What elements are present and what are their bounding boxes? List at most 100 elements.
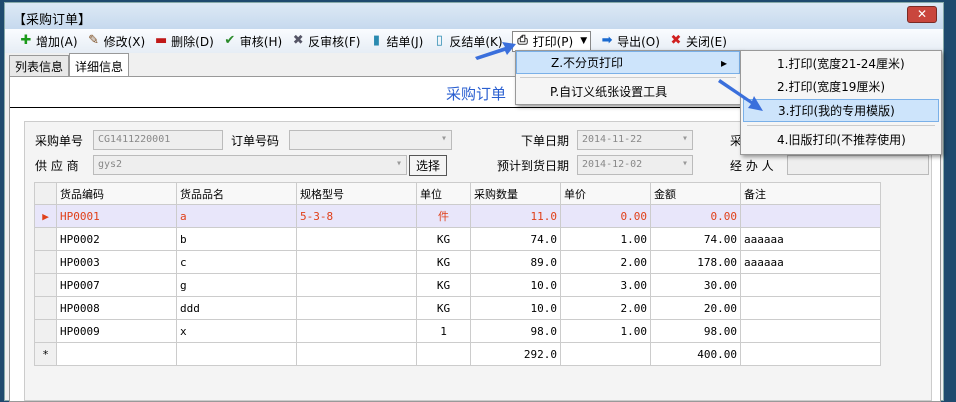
column-header[interactable]: 单价	[560, 182, 651, 205]
grid-cell[interactable]: 89.0	[470, 250, 561, 274]
submenu-print-21-24[interactable]: 1.打印(宽度21-24厘米)	[777, 57, 905, 71]
book-icon: ▮	[372, 33, 381, 48]
table-row[interactable]: HP0002 b KG 74.0 1.00 74.00 aaaaaa	[34, 227, 881, 251]
x-icon: ✖	[292, 33, 304, 48]
supplier-select[interactable]: gys2	[93, 155, 407, 175]
grid-cell	[416, 342, 471, 366]
toolbar: ✚ 增加(A) ✎ 修改(X) ▬ 删除(D) ✔ 审核(H) ✖ 反审核(F) ▮ 结单(J) ▯ 反结…	[5, 29, 943, 53]
grid-header: 货品编码 货品品名 规格型号 单位 采购数量 单价 金额 备注	[34, 182, 881, 205]
column-header[interactable]: 规格型号	[296, 182, 417, 205]
table-row[interactable]: HP0008 ddd KG 10.0 2.00 20.00	[34, 296, 881, 320]
toolbar-button-6[interactable]: ▯ 反结单(K)	[432, 33, 503, 50]
toolbar-button-3[interactable]: ✔ 审核(H)	[223, 33, 282, 50]
close-window-button[interactable]: ✕	[907, 6, 937, 23]
printer-icon: ⎙	[517, 33, 528, 48]
grid-cell[interactable]: x	[176, 319, 297, 343]
column-header[interactable]: 备注	[740, 182, 881, 205]
grid-cell[interactable]: 10.0	[470, 273, 561, 297]
column-header[interactable]: 货品编码	[56, 182, 177, 205]
grid-cell[interactable]: KG	[416, 227, 471, 251]
toolbar-label: 修改(X)	[103, 34, 146, 49]
toolbar-label: 打印(P)	[532, 34, 574, 49]
grid-cell[interactable]: 0.00	[650, 204, 741, 228]
plus-icon: ✚	[20, 33, 32, 48]
buyer-label: 采	[730, 134, 743, 148]
select-supplier-button[interactable]: 选择	[409, 155, 448, 176]
toolbar-button-5[interactable]: ▮ 结单(J)	[369, 33, 423, 50]
column-header[interactable]: 采购数量	[470, 182, 561, 205]
order-code-select[interactable]	[289, 130, 452, 150]
grid-cell	[740, 342, 881, 366]
order-items-grid: 货品编码 货品品名 规格型号 单位 采购数量 单价 金额 备注 ▶ HP0001 a 5-3-8 件 11…	[34, 182, 881, 366]
chevron-down-icon: ▼	[580, 36, 588, 46]
toolbar-button-1[interactable]: ✎ 修改(X)	[87, 33, 146, 50]
handler-label: 经 办 人	[730, 159, 774, 173]
toolbar-button-4[interactable]: ✖ 反审核(F)	[291, 33, 361, 50]
grid-cell[interactable]: g	[176, 273, 297, 297]
print-menu: Z.不分页打印 ▸ P.自订义纸张设置工具	[515, 50, 741, 105]
grid-cell[interactable]: HP0008	[56, 296, 177, 320]
detail-panel: 采购订单 采购单号 CG1411220001 订单号码 下单日期 2014-11…	[9, 76, 941, 402]
grid-cell	[176, 342, 297, 366]
tab-list-info[interactable]: 列表信息	[9, 55, 70, 77]
column-header[interactable]: 货品品名	[176, 182, 297, 205]
grid-cell[interactable]	[740, 204, 881, 228]
toolbar-label: 反审核(F)	[308, 34, 361, 49]
grid-cell[interactable]: HP0009	[56, 319, 177, 343]
order-no-label: 采购单号	[35, 134, 84, 148]
grid-cell[interactable]	[296, 296, 417, 320]
close-circle-icon: ✖	[670, 33, 682, 48]
grid-cell	[560, 342, 651, 366]
edit-icon: ✎	[88, 33, 100, 48]
check-icon: ✔	[224, 33, 236, 48]
order-code-label: 订单号码	[231, 134, 280, 148]
grid-cell[interactable]	[296, 250, 417, 274]
grid-cell[interactable]: aaaaaa	[740, 227, 881, 251]
arrow-right-icon: ➡	[601, 33, 613, 48]
handler-field[interactable]	[787, 155, 929, 175]
toolbar-button-9[interactable]: ✖ 关闭(E)	[669, 33, 726, 50]
submenu-arrow-icon: ▸	[720, 56, 727, 70]
toolbar-button-8[interactable]: ➡ 导出(O)	[600, 33, 660, 50]
submenu-print-19[interactable]: 2.打印(宽度19厘米)	[777, 80, 886, 94]
toolbar-label: 导出(O)	[617, 34, 660, 49]
arrival-date-picker[interactable]: 2014-12-02	[577, 155, 693, 175]
grid-cell[interactable]: 98.0	[470, 319, 561, 343]
book-open-icon: ▯	[435, 33, 443, 48]
row-indicator	[34, 296, 57, 320]
order-date-label: 下单日期	[521, 134, 570, 148]
submenu-print-my-template[interactable]: 3.打印(我的专用模版)	[743, 99, 939, 122]
grid-cell	[296, 342, 417, 366]
form-title: 采购订单	[446, 85, 507, 103]
order-no-field[interactable]: CG1411220001	[93, 130, 223, 150]
toolbar-label: 反结单(K)	[449, 34, 503, 49]
grid-cell[interactable]: 件	[416, 204, 471, 228]
print-submenu: 1.打印(宽度21-24厘米) 2.打印(宽度19厘米) 3.打印(我的专用模版…	[740, 50, 942, 155]
order-form: 采购单号 CG1411220001 订单号码 下单日期 2014-11-22 采…	[24, 121, 932, 401]
grid-cell[interactable]: c	[176, 250, 297, 274]
tab-detail-info[interactable]: 详细信息	[69, 53, 130, 77]
toolbar-label: 审核(H)	[239, 34, 283, 49]
grid-cell[interactable]: HP0001	[56, 204, 177, 228]
grid-cell[interactable]	[740, 319, 881, 343]
menu-item-custom-paper[interactable]: P.自订义纸张设置工具	[550, 85, 668, 99]
order-date-picker[interactable]: 2014-11-22	[577, 130, 693, 150]
supplier-label: 供 应 商	[35, 159, 79, 173]
total-qty: 292.0	[470, 342, 561, 366]
grid-cell[interactable]: 0.00	[560, 204, 651, 228]
grid-cell[interactable]: 178.00	[650, 250, 741, 274]
total-amount: 400.00	[650, 342, 741, 366]
toolbar-button-0[interactable]: ✚ 增加(A)	[19, 33, 78, 50]
arrow-to-submenu	[718, 79, 763, 111]
menu-item-no-paging-print[interactable]: Z.不分页打印 ▸	[516, 51, 740, 74]
grid-cell[interactable]: KG	[416, 250, 471, 274]
toolbar-button-2[interactable]: ▬ 删除(D)	[154, 33, 214, 50]
submenu-legacy-print[interactable]: 4.旧版打印(不推荐使用)	[777, 133, 906, 147]
grid-cell[interactable]: 2.00	[560, 250, 651, 274]
grid-cell[interactable]: ddd	[176, 296, 297, 320]
tab-bar: 列表信息 详细信息	[9, 53, 130, 77]
table-row[interactable]: HP0007 g KG 10.0 3.00 30.00	[34, 273, 881, 297]
menu-item-label: Z.不分页打印	[551, 56, 624, 70]
window-title: 【采购订单】	[13, 13, 92, 28]
grid-cell[interactable]: 11.0	[470, 204, 561, 228]
